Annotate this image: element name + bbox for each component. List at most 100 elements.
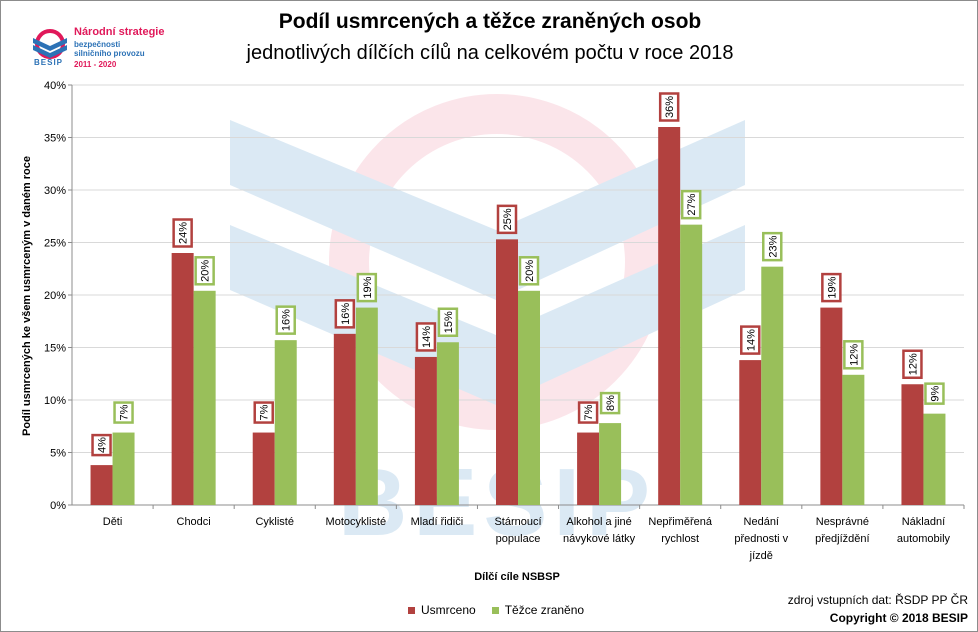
data-label-box xyxy=(843,340,864,370)
watermark-chevron xyxy=(230,225,745,405)
bar-tezce-zraneno xyxy=(112,432,135,505)
data-label: 16% xyxy=(275,305,296,335)
data-label-text: 7% xyxy=(583,404,595,420)
x-tick-label: Alkohol a jiné xyxy=(566,516,631,528)
x-tick-label: Chodci xyxy=(177,516,211,528)
data-label-text: 15% xyxy=(443,311,455,333)
data-label: 20% xyxy=(518,256,540,286)
data-label-text: 4% xyxy=(97,437,109,453)
data-label-box xyxy=(437,307,459,337)
x-tick-label: automobily xyxy=(897,533,951,545)
data-label-box xyxy=(334,299,356,329)
source-note: zdroj vstupních dat: ŘSDP PP ČR xyxy=(787,593,968,607)
y-tick-label: 20% xyxy=(44,290,66,302)
bar-usmrceno xyxy=(90,465,113,505)
data-label-box xyxy=(658,92,680,122)
data-label: 20% xyxy=(194,256,215,286)
watermark-chevron xyxy=(230,120,745,300)
y-tick-label: 5% xyxy=(50,448,66,460)
data-label: 19% xyxy=(821,272,842,303)
legend-swatch xyxy=(491,606,499,614)
y-tick-label: 35% xyxy=(44,133,66,145)
data-label: 24% xyxy=(172,218,193,248)
data-label-text: 14% xyxy=(745,329,757,351)
data-label-text: 12% xyxy=(848,344,860,366)
x-tick-label: Nákladní xyxy=(902,516,945,528)
legend-item-tezce-zraneno: Těžce zraněno xyxy=(491,603,584,617)
bar-tezce-zraneno xyxy=(274,340,297,505)
data-label: 27% xyxy=(680,189,702,220)
data-label-box xyxy=(496,204,518,235)
y-tick-label: 0% xyxy=(50,500,66,512)
data-label: 14% xyxy=(740,325,761,355)
data-label-text: 19% xyxy=(362,276,374,298)
data-label-box xyxy=(902,349,923,379)
bar-tezce-zraneno xyxy=(518,290,540,505)
bar-tezce-zraneno xyxy=(599,423,622,505)
data-label-text: 20% xyxy=(524,260,536,282)
besip-logo: BESIP Národní strategie bezpečnosti siln… xyxy=(30,22,165,72)
bar-tezce-zraneno xyxy=(680,224,703,505)
legend-label: Usmrceno xyxy=(421,603,476,617)
data-label-box xyxy=(762,231,783,262)
data-label-box xyxy=(821,272,842,303)
data-label: 7% xyxy=(577,401,599,424)
data-label-text: 12% xyxy=(907,353,919,375)
bar-tezce-zraneno xyxy=(923,413,946,505)
data-label-text: 14% xyxy=(421,326,433,348)
data-label-text: 25% xyxy=(502,208,514,230)
bar-usmrceno xyxy=(577,432,600,505)
data-label-box xyxy=(253,401,274,424)
bar-usmrceno xyxy=(171,253,194,505)
data-label-text: 8% xyxy=(605,395,617,411)
bar-tezce-zraneno xyxy=(436,342,459,505)
data-label-text: 7% xyxy=(119,404,131,420)
data-labels: 4% 7% 24% 20% 7% 16% 16% 19% 14% 15% 25% 20% 7% 8% 36%… xyxy=(91,92,945,457)
data-label-box xyxy=(415,322,437,352)
data-label: 12% xyxy=(902,349,923,379)
x-tick-label: přednosti v xyxy=(734,533,788,545)
data-label: 36% xyxy=(658,92,680,122)
besip-logo-icon xyxy=(33,29,67,59)
data-label-box xyxy=(172,218,193,248)
bar-usmrceno xyxy=(414,356,437,505)
data-label: 12% xyxy=(843,340,864,370)
x-tick-label: Stárnoucí xyxy=(494,516,541,528)
x-tick-label: Mladí řidiči xyxy=(411,516,464,528)
data-label-box xyxy=(356,272,378,303)
x-tick-label: Děti xyxy=(103,516,123,528)
data-label-box xyxy=(577,401,599,424)
data-label-text: 24% xyxy=(178,222,190,244)
data-label: 16% xyxy=(334,299,356,329)
legend: Usmrceno Těžce zraněno xyxy=(408,603,584,617)
data-label-text: 19% xyxy=(826,276,838,298)
bar-usmrceno xyxy=(820,307,843,505)
data-label-box xyxy=(194,256,215,286)
bar-usmrceno xyxy=(739,360,762,505)
x-axis-label: Dílčí cíle NSBSP xyxy=(474,571,560,583)
x-tick-label: populace xyxy=(496,533,541,545)
y-tick-label: 15% xyxy=(44,343,66,355)
data-label: 25% xyxy=(496,204,518,235)
data-label: 19% xyxy=(356,272,378,303)
bars xyxy=(90,127,946,505)
data-label: 15% xyxy=(437,307,459,337)
bar-tezce-zraneno xyxy=(761,266,784,505)
logo-line: bezpečnosti xyxy=(74,40,121,49)
legend-item-usmrceno: Usmrceno xyxy=(408,603,476,617)
data-label-box xyxy=(518,256,540,286)
data-label-text: 20% xyxy=(200,260,212,282)
data-label-box xyxy=(275,305,296,335)
data-label-box xyxy=(924,382,945,405)
logo-line: silničního provozu xyxy=(74,49,145,58)
bar-usmrceno xyxy=(252,432,275,505)
data-label-text: 7% xyxy=(259,404,271,420)
x-tick-label: Nepřiměřená xyxy=(648,516,712,528)
bar-tezce-zraneno xyxy=(193,290,216,505)
data-label-text: 16% xyxy=(281,309,293,331)
bar-usmrceno xyxy=(333,333,356,505)
data-label-text: 23% xyxy=(767,235,779,257)
x-tick-label: Cyklisté xyxy=(255,516,294,528)
bar-usmrceno xyxy=(496,239,518,505)
